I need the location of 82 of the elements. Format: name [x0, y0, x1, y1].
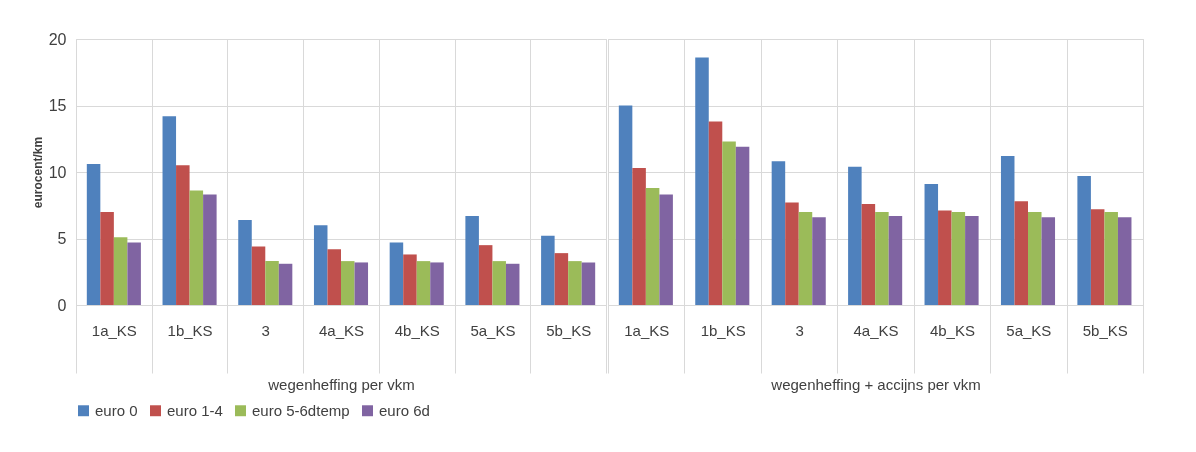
bar	[722, 141, 736, 305]
x-tick-label: 4b_KS	[929, 321, 975, 339]
legend-label: euro 6d	[379, 401, 430, 419]
y-tick-label: 15	[48, 97, 67, 114]
bar	[176, 165, 190, 305]
y-tick-label: 0	[57, 296, 67, 314]
bar	[100, 211, 114, 305]
bar	[354, 262, 369, 305]
bar	[389, 242, 404, 305]
bar	[875, 211, 889, 305]
bar	[632, 168, 646, 305]
bar	[127, 242, 141, 305]
bar	[478, 245, 493, 305]
bar	[278, 263, 293, 305]
bar	[581, 262, 596, 305]
bar	[265, 261, 279, 305]
y-tick-label: 20	[48, 30, 67, 48]
bar	[771, 161, 786, 305]
x-tick-label: 5a_KS	[1006, 321, 1052, 339]
x-tick-label: 3	[261, 321, 270, 339]
y-tick-label: 10	[48, 163, 67, 181]
bar	[708, 121, 723, 305]
bar	[465, 215, 479, 305]
y-axis-title: eurocent/km	[30, 136, 45, 209]
x-tick-label: 4b_KS	[394, 321, 440, 339]
bar	[924, 183, 939, 305]
bar	[568, 261, 582, 305]
x-tick-label: 1a_KS	[91, 321, 137, 339]
legend-label: euro 0	[95, 401, 138, 419]
bar	[735, 146, 750, 305]
bar	[505, 263, 520, 305]
bar	[251, 246, 266, 305]
bar	[951, 211, 966, 305]
x-axis-title: wegenheffing + accijns per vkm	[770, 376, 981, 393]
bar	[416, 261, 431, 305]
bar	[965, 215, 979, 305]
bar	[1090, 209, 1105, 305]
bar	[645, 187, 660, 305]
x-tick-label: 1b_KS	[167, 321, 213, 339]
bar	[341, 261, 355, 305]
bar	[541, 235, 555, 305]
x-tick-label: 1b_KS	[700, 321, 746, 339]
bar	[848, 166, 862, 305]
bar	[238, 219, 252, 305]
x-tick-label: 5a_KS	[470, 321, 516, 339]
x-tick-label: 5b_KS	[546, 321, 592, 339]
bar	[162, 116, 177, 305]
y-tick-label: 5	[57, 230, 67, 247]
bar	[327, 249, 341, 305]
bar	[938, 210, 952, 305]
bar	[618, 105, 633, 305]
bar	[888, 215, 903, 305]
bar	[1028, 211, 1042, 305]
bar	[189, 190, 204, 305]
bar	[1000, 156, 1015, 305]
bar	[659, 194, 673, 305]
bar	[1104, 211, 1118, 305]
bar	[430, 262, 444, 305]
bar	[1077, 175, 1091, 305]
legend-label: euro 5-6dtemp	[252, 401, 350, 419]
bar	[403, 254, 417, 305]
x-axis-title: wegenheffing per vkm	[267, 376, 415, 393]
bar	[1041, 217, 1056, 305]
bar	[798, 211, 813, 305]
bar	[492, 261, 506, 305]
bar	[203, 194, 217, 305]
x-tick-label: 1a_KS	[624, 321, 670, 339]
bar	[554, 253, 569, 305]
bar	[785, 202, 799, 305]
x-tick-label: 4a_KS	[853, 321, 899, 339]
legend-label: euro 1-4	[167, 401, 223, 419]
bar	[113, 237, 128, 305]
x-tick-label: 3	[795, 321, 804, 339]
x-tick-label: 4a_KS	[318, 321, 365, 339]
bar	[86, 164, 101, 305]
bar	[812, 217, 826, 305]
x-tick-label: 5b_KS	[1082, 321, 1128, 339]
bar	[695, 57, 709, 305]
bar	[313, 225, 328, 305]
bar	[1014, 201, 1028, 305]
bar	[1117, 217, 1132, 305]
bar	[861, 203, 876, 305]
